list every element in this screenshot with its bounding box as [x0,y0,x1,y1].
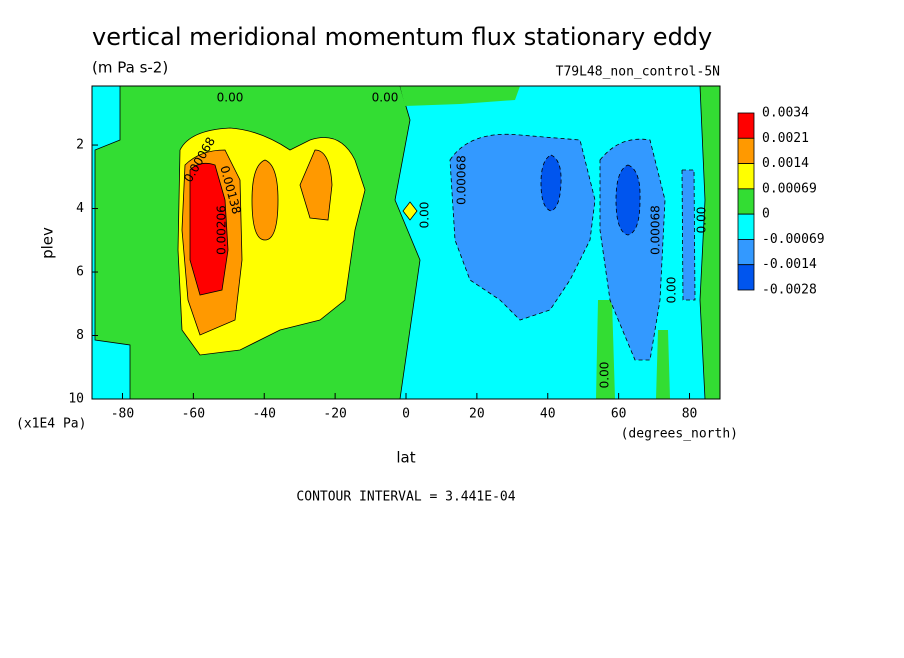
colorbar-label: -0.00069 [762,232,825,247]
x-units: (degrees_north) [621,427,738,442]
contour-band [615,164,641,236]
colorbar-box [737,239,755,266]
contour-band [681,169,696,301]
contour-label: 0.00206 [215,205,229,255]
y-tick-label: 8 [76,328,84,343]
colorbar-box [737,188,755,215]
x-tick-label: 20 [469,407,485,422]
colorbar-box [737,137,755,164]
contour-label: 0.00 [418,202,432,229]
x-tick-label: 60 [611,407,627,422]
colorbar-label: 0.00069 [762,181,817,196]
x-tick-label: -40 [252,407,275,422]
x-tick-label: -80 [111,407,134,422]
contour-label: 0.00 [598,362,612,389]
footer: CONTOUR INTERVAL = 3.441E-04 [296,490,515,505]
y-tick-label: 4 [76,201,84,216]
colorbar-label: 0 [762,207,770,222]
chart-title: vertical meridional momentum flux statio… [92,23,712,51]
y-tick-label: 6 [76,265,84,280]
contour-label: 0.00 [665,277,679,304]
contour-label: 0.00 [695,207,709,234]
colorbar-label: 0.0021 [762,131,809,146]
colorbar-box [737,264,755,291]
y-axis-label: plev [39,227,57,259]
contour-band [596,300,615,399]
contour-band [299,149,333,221]
x-tick-label: 40 [540,407,556,422]
dataset-label: T79L48_non_control-5N [556,65,720,80]
colorbar-label: -0.0028 [762,283,817,298]
y-units: (x1E4 Pa) [16,417,86,432]
colorbar-box [737,163,755,190]
x-axis-label: lat [396,449,415,467]
x-tick-label: 0 [402,407,410,422]
contour-label: 0.00 [372,91,399,105]
contour-band [699,86,720,399]
contour-label: 0.00 [217,91,244,105]
colorbar-box [737,213,755,240]
contour-band [402,201,418,221]
y-tick-label: 2 [76,138,84,153]
x-tick-label: -20 [323,407,346,422]
plot-area [92,86,720,399]
contour-band [656,330,670,399]
contour-label: 0.00068 [649,205,663,255]
contour-band [400,86,520,106]
subtitle: (m Pa s-2) [92,59,168,77]
colorbar-label: 0.0014 [762,156,809,171]
y-tick-label: 10 [68,392,84,407]
colorbar-label: 0.0034 [762,106,809,121]
contour-band [251,159,279,241]
x-tick-label: -60 [182,407,205,422]
x-tick-label: 80 [682,407,698,422]
colorbar-label: -0.0014 [762,257,817,272]
colorbar-box [737,112,755,139]
contour-band [189,162,229,296]
contour-label: 0.00068 [455,155,469,205]
contour-band [540,154,562,212]
